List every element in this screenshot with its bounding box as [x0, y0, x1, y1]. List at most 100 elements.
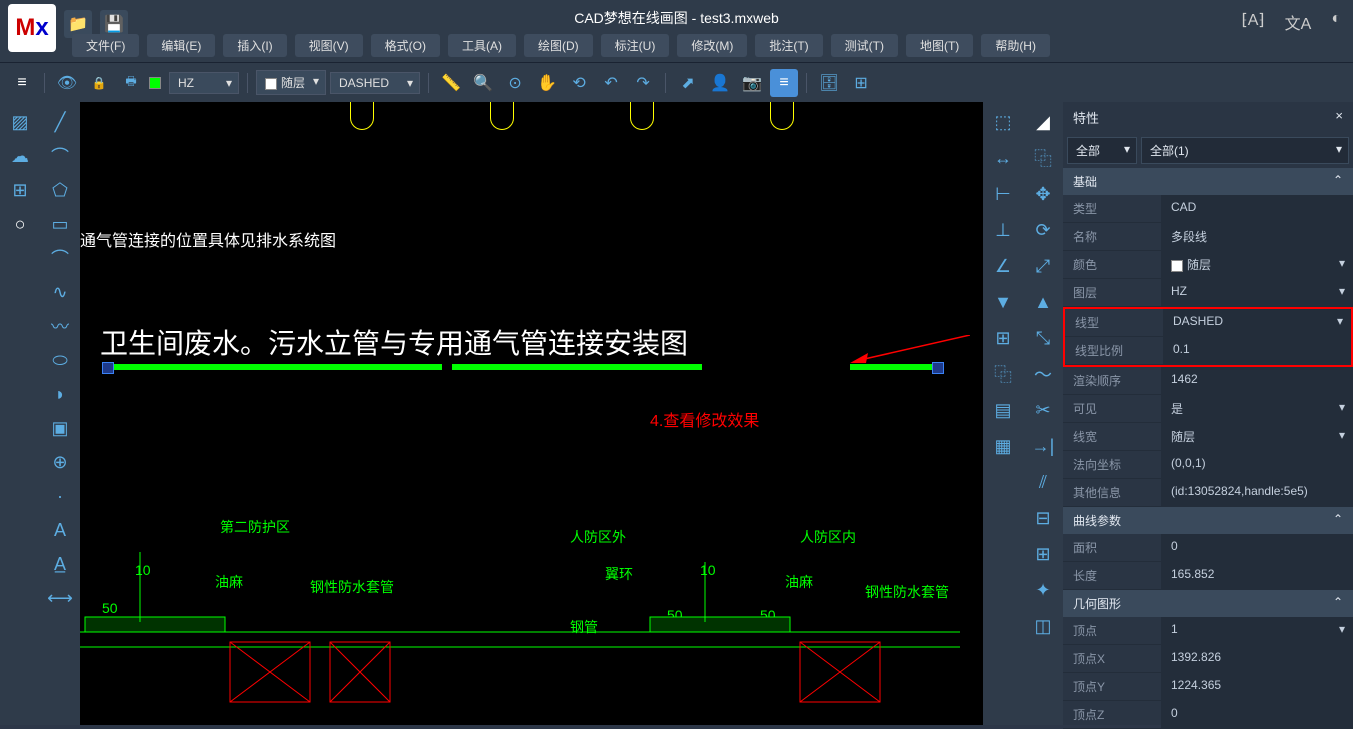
copy2-icon[interactable]: ⿻ — [1027, 142, 1059, 174]
redo-icon[interactable]: ↷ — [629, 69, 657, 97]
menu-item[interactable]: 地图(T) — [906, 34, 973, 57]
dim-v-icon[interactable]: ⊥ — [987, 214, 1019, 246]
translate-icon[interactable]: 文A — [1285, 10, 1312, 34]
menu-item[interactable]: 修改(M) — [677, 34, 747, 57]
break-icon[interactable]: ⊟ — [1027, 502, 1059, 534]
eye-icon[interactable]: 👁 — [53, 69, 81, 97]
line-icon[interactable]: ╱ — [44, 106, 76, 138]
dim-h-icon[interactable]: ⊢ — [987, 178, 1019, 210]
menu-item[interactable]: 编辑(E) — [147, 34, 215, 57]
menu-item[interactable]: 标注(U) — [601, 34, 670, 57]
copy-icon[interactable]: ⿻ — [987, 358, 1019, 390]
props-value[interactable]: 随层 — [1161, 251, 1353, 278]
wave-icon[interactable]: 〰 — [44, 310, 76, 342]
section-base[interactable]: 基础⌃ — [1063, 168, 1353, 195]
move-icon[interactable]: ↔ — [987, 142, 1019, 174]
print-icon[interactable]: 🖶 — [117, 69, 145, 97]
menu-item[interactable]: 批注(T) — [755, 34, 822, 57]
props-value[interactable]: 1392.826 — [1161, 645, 1353, 672]
array-icon[interactable]: ⊞ — [1027, 538, 1059, 570]
insert-icon[interactable]: ⊕ — [44, 446, 76, 478]
marker-icon[interactable]: ▼ — [987, 286, 1019, 318]
color-select[interactable]: 随层 — [256, 70, 326, 95]
polygon-icon[interactable]: ⬠ — [44, 174, 76, 206]
dim-icon[interactable]: ⟷ — [44, 582, 76, 614]
zoom-in-icon[interactable]: 🔍 — [469, 69, 497, 97]
drawing-canvas[interactable]: 通气管连接的位置具体见排水系统图 卫生间废水。污水立管与专用通气管连接安装图 4… — [80, 102, 983, 725]
select-icon[interactable]: ⬚ — [987, 106, 1019, 138]
scale-icon[interactable]: ⤢ — [1027, 250, 1059, 282]
layers-icon[interactable]: ≡ — [8, 69, 36, 97]
menu-item[interactable]: 帮助(H) — [981, 34, 1050, 57]
grid2-icon[interactable]: ⊞ — [987, 322, 1019, 354]
layers2-icon[interactable]: ▤ — [987, 394, 1019, 426]
ellipse-icon[interactable]: ⬭ — [44, 344, 76, 376]
menu-item[interactable]: 测试(T) — [831, 34, 898, 57]
menu-item[interactable]: 绘图(D) — [524, 34, 593, 57]
section-geom[interactable]: 几何图形⌃ — [1063, 590, 1353, 617]
props-value[interactable]: 0 — [1161, 534, 1353, 561]
db-icon[interactable]: 🗄 — [815, 69, 843, 97]
cube-icon[interactable]: ◫ — [1027, 610, 1059, 642]
point-icon[interactable]: · — [44, 480, 76, 512]
layer-select[interactable]: HZ — [169, 72, 239, 94]
props-value[interactable]: 多段线 — [1161, 223, 1353, 250]
extend-icon[interactable]: →| — [1027, 430, 1059, 462]
props-value[interactable]: (0,0,1) — [1161, 451, 1353, 478]
tool2-icon[interactable]: 👤 — [706, 69, 734, 97]
move2-icon[interactable]: ✥ — [1027, 178, 1059, 210]
tool1-icon[interactable]: ⬈ — [674, 69, 702, 97]
menu-item[interactable]: 插入(I) — [223, 34, 286, 57]
props-value[interactable]: 0.1 — [1163, 337, 1351, 364]
pan-icon[interactable]: ✋ — [533, 69, 561, 97]
props-value[interactable]: 1 — [1161, 617, 1353, 644]
block-icon[interactable]: ▣ — [44, 412, 76, 444]
spline-icon[interactable]: ∿ — [44, 276, 76, 308]
angle-icon[interactable]: ⟲ — [565, 69, 593, 97]
layers3-icon[interactable]: ▦ — [987, 430, 1019, 462]
trim-icon[interactable]: ✂ — [1027, 394, 1059, 426]
props-value[interactable]: 是 — [1161, 395, 1353, 422]
eraser-icon[interactable]: ◢ — [1027, 106, 1059, 138]
menu-item[interactable]: 文件(F) — [72, 34, 139, 57]
explode-icon[interactable]: ✦ — [1027, 574, 1059, 606]
linetype-select[interactable]: DASHED — [330, 72, 420, 94]
props-value[interactable]: 随层 — [1161, 423, 1353, 450]
props-value[interactable]: 0 — [1161, 701, 1353, 728]
cloud-icon[interactable]: ☁ — [4, 140, 36, 172]
menu-item[interactable]: 格式(O) — [371, 34, 440, 57]
mirror-icon[interactable]: ▲ — [1027, 286, 1059, 318]
offset-icon[interactable]: ⫽ — [1027, 466, 1059, 498]
zoom-out-icon[interactable]: ⊙ — [501, 69, 529, 97]
arc2-icon[interactable]: ⌒ — [44, 242, 76, 274]
hatch-icon[interactable]: ▨ — [4, 106, 36, 138]
props-value[interactable]: CAD — [1161, 195, 1353, 222]
rect-icon[interactable]: ▭ — [44, 208, 76, 240]
ellipse-arc-icon[interactable]: ◗ — [44, 378, 76, 410]
props-value[interactable]: 165.852 — [1161, 562, 1353, 589]
lock-icon[interactable]: 🔒 — [85, 69, 113, 97]
theme-icon[interactable]: ◐ — [1331, 10, 1341, 34]
close-icon[interactable]: × — [1335, 108, 1343, 127]
arc-icon[interactable]: ⌒ — [44, 140, 76, 172]
tool3-icon[interactable]: 📷 — [738, 69, 766, 97]
section-curve[interactable]: 曲线参数⌃ — [1063, 507, 1353, 534]
menu-item[interactable]: 视图(V) — [295, 34, 363, 57]
props-value[interactable]: 1462 — [1161, 367, 1353, 394]
tool4-icon[interactable]: ≡ — [770, 69, 798, 97]
undo-icon[interactable]: ↶ — [597, 69, 625, 97]
table-icon[interactable]: ⊞ — [4, 174, 36, 206]
stretch-icon[interactable]: ⤡ — [1027, 322, 1059, 354]
measure-icon[interactable]: 📏 — [437, 69, 465, 97]
rotate-icon[interactable]: ⟳ — [1027, 214, 1059, 246]
props-value[interactable]: HZ — [1161, 279, 1353, 306]
dim-ang-icon[interactable]: ∠ — [987, 250, 1019, 282]
menu-item[interactable]: 工具(A) — [448, 34, 516, 57]
wave2-icon[interactable]: 〜 — [1027, 358, 1059, 390]
props-value[interactable]: (id:13052824,handle:5e5) — [1161, 479, 1353, 506]
props-value[interactable]: 1224.365 — [1161, 673, 1353, 700]
circle-tool-icon[interactable]: ○ — [4, 208, 36, 240]
mtext-icon[interactable]: A̲ — [44, 548, 76, 580]
text-icon[interactable]: A — [44, 514, 76, 546]
props-filter-1[interactable]: 全部 — [1067, 137, 1137, 164]
